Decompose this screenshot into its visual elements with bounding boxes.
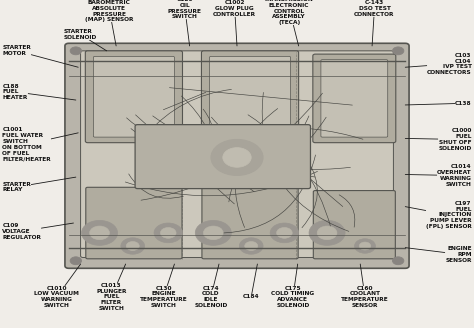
Text: C174
COLD
IDLE
SOLENOID: C174 COLD IDLE SOLENOID [194,264,228,308]
FancyBboxPatch shape [321,60,388,137]
Text: C120
OIL
PRESSURE
SWITCH: C120 OIL PRESSURE SWITCH [168,0,202,46]
Text: C111
BAROMETRIC
ABSOLUTE
PRESSURE
(MAP) SENSOR: C111 BAROMETRIC ABSOLUTE PRESSURE (MAP) … [85,0,133,46]
Circle shape [126,241,139,251]
FancyBboxPatch shape [135,125,310,189]
Circle shape [195,220,231,245]
Text: C1013
PLUNGER
FUEL
FILTER
SWITCH: C1013 PLUNGER FUEL FILTER SWITCH [96,264,127,311]
Text: STARTER
MOTOR: STARTER MOTOR [2,46,78,67]
Text: C1014
OVERHEAT
WARNING
SWITCH: C1014 OVERHEAT WARNING SWITCH [405,164,472,187]
Circle shape [355,239,375,253]
Circle shape [211,139,263,175]
Circle shape [239,238,263,254]
Text: C109
VOLTAGE
REGULATOR: C109 VOLTAGE REGULATOR [2,223,73,239]
Text: ENGINE
RPM
SENSOR: ENGINE RPM SENSOR [405,246,472,262]
Text: C130
ENGINE
TEMPERATURE
SWITCH: C130 ENGINE TEMPERATURE SWITCH [140,264,187,308]
Text: C1000
FUEL
SHUT OFF
SOLENOID: C1000 FUEL SHUT OFF SOLENOID [405,128,472,151]
FancyBboxPatch shape [202,187,298,259]
Circle shape [203,226,223,240]
FancyBboxPatch shape [86,187,182,259]
FancyBboxPatch shape [201,51,299,143]
Circle shape [154,223,182,243]
FancyBboxPatch shape [313,191,395,259]
Circle shape [392,47,404,55]
FancyBboxPatch shape [313,54,396,143]
FancyBboxPatch shape [65,43,409,268]
FancyBboxPatch shape [85,51,182,143]
Text: C-143
DSO TEST
CONNECTOR: C-143 DSO TEST CONNECTOR [354,0,395,46]
Circle shape [223,148,251,167]
Circle shape [160,228,176,238]
Text: C175
COLD TIMING
ADVANCE
SOLENOID: C175 COLD TIMING ADVANCE SOLENOID [272,264,314,308]
Text: C1010
LOW VACUUM
WARNING
SWITCH: C1010 LOW VACUUM WARNING SWITCH [35,264,81,308]
FancyBboxPatch shape [93,56,174,137]
Circle shape [70,257,82,265]
Text: C197
FUEL
INJECTION
PUMP LEVER
(FPL) SENSOR: C197 FUEL INJECTION PUMP LEVER (FPL) SEN… [405,201,472,229]
Circle shape [359,242,371,250]
FancyBboxPatch shape [81,51,393,257]
Circle shape [270,223,299,243]
Circle shape [82,220,118,245]
FancyBboxPatch shape [210,56,291,137]
Text: C188
FUEL
HEATER: C188 FUEL HEATER [2,84,76,100]
Circle shape [90,226,109,240]
Circle shape [245,241,258,251]
Circle shape [317,226,337,240]
Text: C1002
GLOW PLUG
CONTROLLER: C1002 GLOW PLUG CONTROLLER [213,0,256,46]
Text: C1337
TRANSMISSION
ELECTRONIC
CONTROL
ASSEMBLY
(TECA): C1337 TRANSMISSION ELECTRONIC CONTROL AS… [264,0,314,46]
Text: STARTER
RELAY: STARTER RELAY [2,177,76,192]
Text: C184: C184 [243,264,260,299]
Text: C1001
FUEL WATER
SWITCH
ON BOTTOM
OF FUEL
FILTER/HEATER: C1001 FUEL WATER SWITCH ON BOTTOM OF FUE… [2,127,78,161]
Circle shape [276,228,292,238]
Circle shape [309,220,345,245]
Circle shape [121,238,145,254]
Text: C103
C104
IVP TEST
CONNECTORS: C103 C104 IVP TEST CONNECTORS [405,53,472,75]
Text: C160
COOLANT
TEMPERATURE
SENSOR: C160 COOLANT TEMPERATURE SENSOR [341,264,389,308]
Circle shape [392,257,404,265]
Circle shape [70,47,82,55]
Text: STARTER
SOLENOID: STARTER SOLENOID [64,29,107,51]
Text: C138: C138 [405,101,472,106]
